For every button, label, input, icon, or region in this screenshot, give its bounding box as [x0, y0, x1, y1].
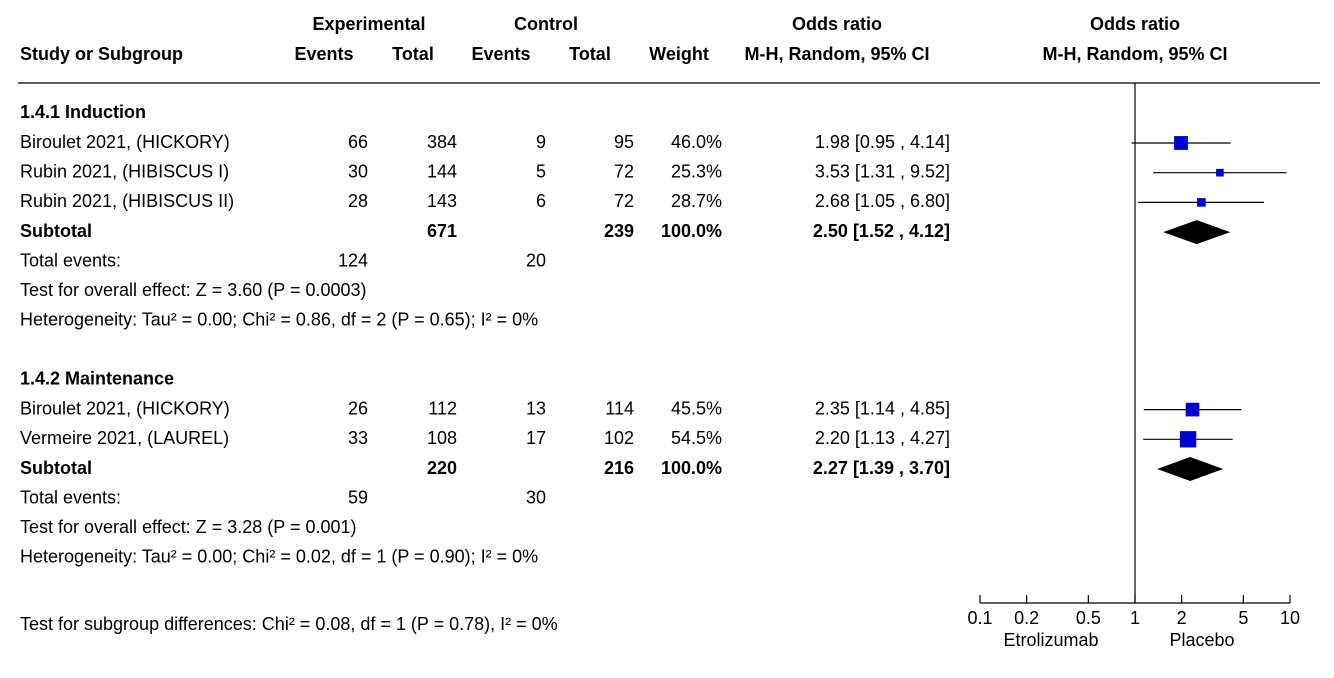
- cell: 220: [427, 458, 457, 478]
- header: M-H, Random, 95% CI: [744, 44, 929, 64]
- cell: Biroulet 2021, (HICKORY): [20, 132, 230, 152]
- x-axis-label: Etrolizumab: [1003, 630, 1098, 650]
- cell: 72: [614, 191, 634, 211]
- cell: 2.27 [1.39 , 3.70]: [813, 458, 950, 478]
- cell: Rubin 2021, (HIBISCUS II): [20, 191, 234, 211]
- header: Experimental: [312, 14, 425, 34]
- cell: 72: [614, 161, 634, 181]
- study-square: [1216, 168, 1224, 177]
- study-square: [1197, 198, 1206, 207]
- header: Total: [392, 44, 434, 64]
- cell: 100.0%: [661, 221, 722, 241]
- study-square: [1185, 402, 1200, 417]
- subtotal-diamond: [1157, 457, 1224, 481]
- study-square: [1174, 136, 1188, 150]
- cell: 59: [348, 487, 368, 507]
- cell: 671: [427, 221, 457, 241]
- cell: 112: [428, 398, 457, 418]
- x-tick-label: 10: [1280, 608, 1300, 628]
- cell: 102: [604, 428, 634, 448]
- cell: 216: [604, 458, 634, 478]
- header: Events: [294, 44, 353, 64]
- cell: Heterogeneity: Tau² = 0.00; Chi² = 0.86,…: [20, 309, 538, 329]
- cell: 13: [526, 398, 546, 418]
- header: M-H, Random, 95% CI: [1042, 44, 1227, 64]
- cell: Total events:: [20, 487, 121, 507]
- cell: Subtotal: [20, 458, 92, 478]
- cell: 46.0%: [671, 132, 722, 152]
- cell: 9: [536, 132, 546, 152]
- header: Study or Subgroup: [20, 44, 183, 64]
- x-tick-label: 5: [1238, 608, 1248, 628]
- cell: 2.20 [1.13 , 4.27]: [815, 428, 950, 448]
- cell: 100.0%: [661, 458, 722, 478]
- cell: 95: [614, 132, 634, 152]
- cell: Heterogeneity: Tau² = 0.00; Chi² = 0.02,…: [20, 546, 538, 566]
- cell: Biroulet 2021, (HICKORY): [20, 398, 230, 418]
- header: Weight: [649, 44, 709, 64]
- study-square: [1179, 431, 1197, 448]
- cell: 28.7%: [671, 191, 722, 211]
- x-tick-label: 0.5: [1076, 608, 1101, 628]
- x-tick-label: 2: [1177, 608, 1187, 628]
- cell: 66: [348, 132, 368, 152]
- header: Control: [514, 14, 578, 34]
- cell: 2.35 [1.14 , 4.85]: [815, 398, 950, 418]
- cell: 108: [427, 428, 457, 448]
- cell: 54.5%: [671, 428, 722, 448]
- header: Odds ratio: [1090, 14, 1180, 34]
- cell: 25.3%: [671, 161, 722, 181]
- cell: 28: [348, 191, 368, 211]
- cell: 143: [427, 191, 457, 211]
- cell: 33: [348, 428, 368, 448]
- cell: 17: [526, 428, 546, 448]
- cell: 6: [536, 191, 546, 211]
- cell: Test for overall effect: Z = 3.60 (P = 0…: [20, 280, 367, 300]
- cell: 45.5%: [671, 398, 722, 418]
- cell: 3.53 [1.31 , 9.52]: [815, 161, 950, 181]
- x-tick-label: 0.2: [1014, 608, 1039, 628]
- cell: Test for subgroup differences: Chi² = 0.…: [20, 614, 558, 634]
- cell: 5: [536, 161, 546, 181]
- cell: 384: [427, 132, 457, 152]
- cell: Total events:: [20, 250, 121, 270]
- cell: 239: [604, 221, 634, 241]
- cell: 26: [348, 398, 368, 418]
- cell: Rubin 2021, (HIBISCUS I): [20, 161, 229, 181]
- cell: 1.4.2 Maintenance: [20, 368, 174, 388]
- cell: 2.68 [1.05 , 6.80]: [815, 191, 950, 211]
- cell: 114: [605, 398, 634, 418]
- subtotal-diamond: [1163, 220, 1231, 245]
- cell: 1.98 [0.95 , 4.14]: [815, 132, 950, 152]
- x-tick-label: 0.1: [967, 608, 992, 628]
- cell: 30: [348, 161, 368, 181]
- cell: 124: [338, 250, 368, 270]
- cell: Test for overall effect: Z = 3.28 (P = 0…: [20, 517, 357, 537]
- cell: 30: [526, 487, 546, 507]
- cell: 1.4.1 Induction: [20, 102, 146, 122]
- header: Events: [471, 44, 530, 64]
- x-tick-label: 1: [1130, 608, 1140, 628]
- header: Total: [569, 44, 611, 64]
- cell: 2.50 [1.52 , 4.12]: [813, 221, 950, 241]
- cell: Vermeire 2021, (LAUREL): [20, 428, 229, 448]
- cell: Subtotal: [20, 221, 92, 241]
- cell: 144: [427, 161, 457, 181]
- cell: 20: [526, 250, 546, 270]
- x-axis-label: Placebo: [1169, 630, 1234, 650]
- header: Odds ratio: [792, 14, 882, 34]
